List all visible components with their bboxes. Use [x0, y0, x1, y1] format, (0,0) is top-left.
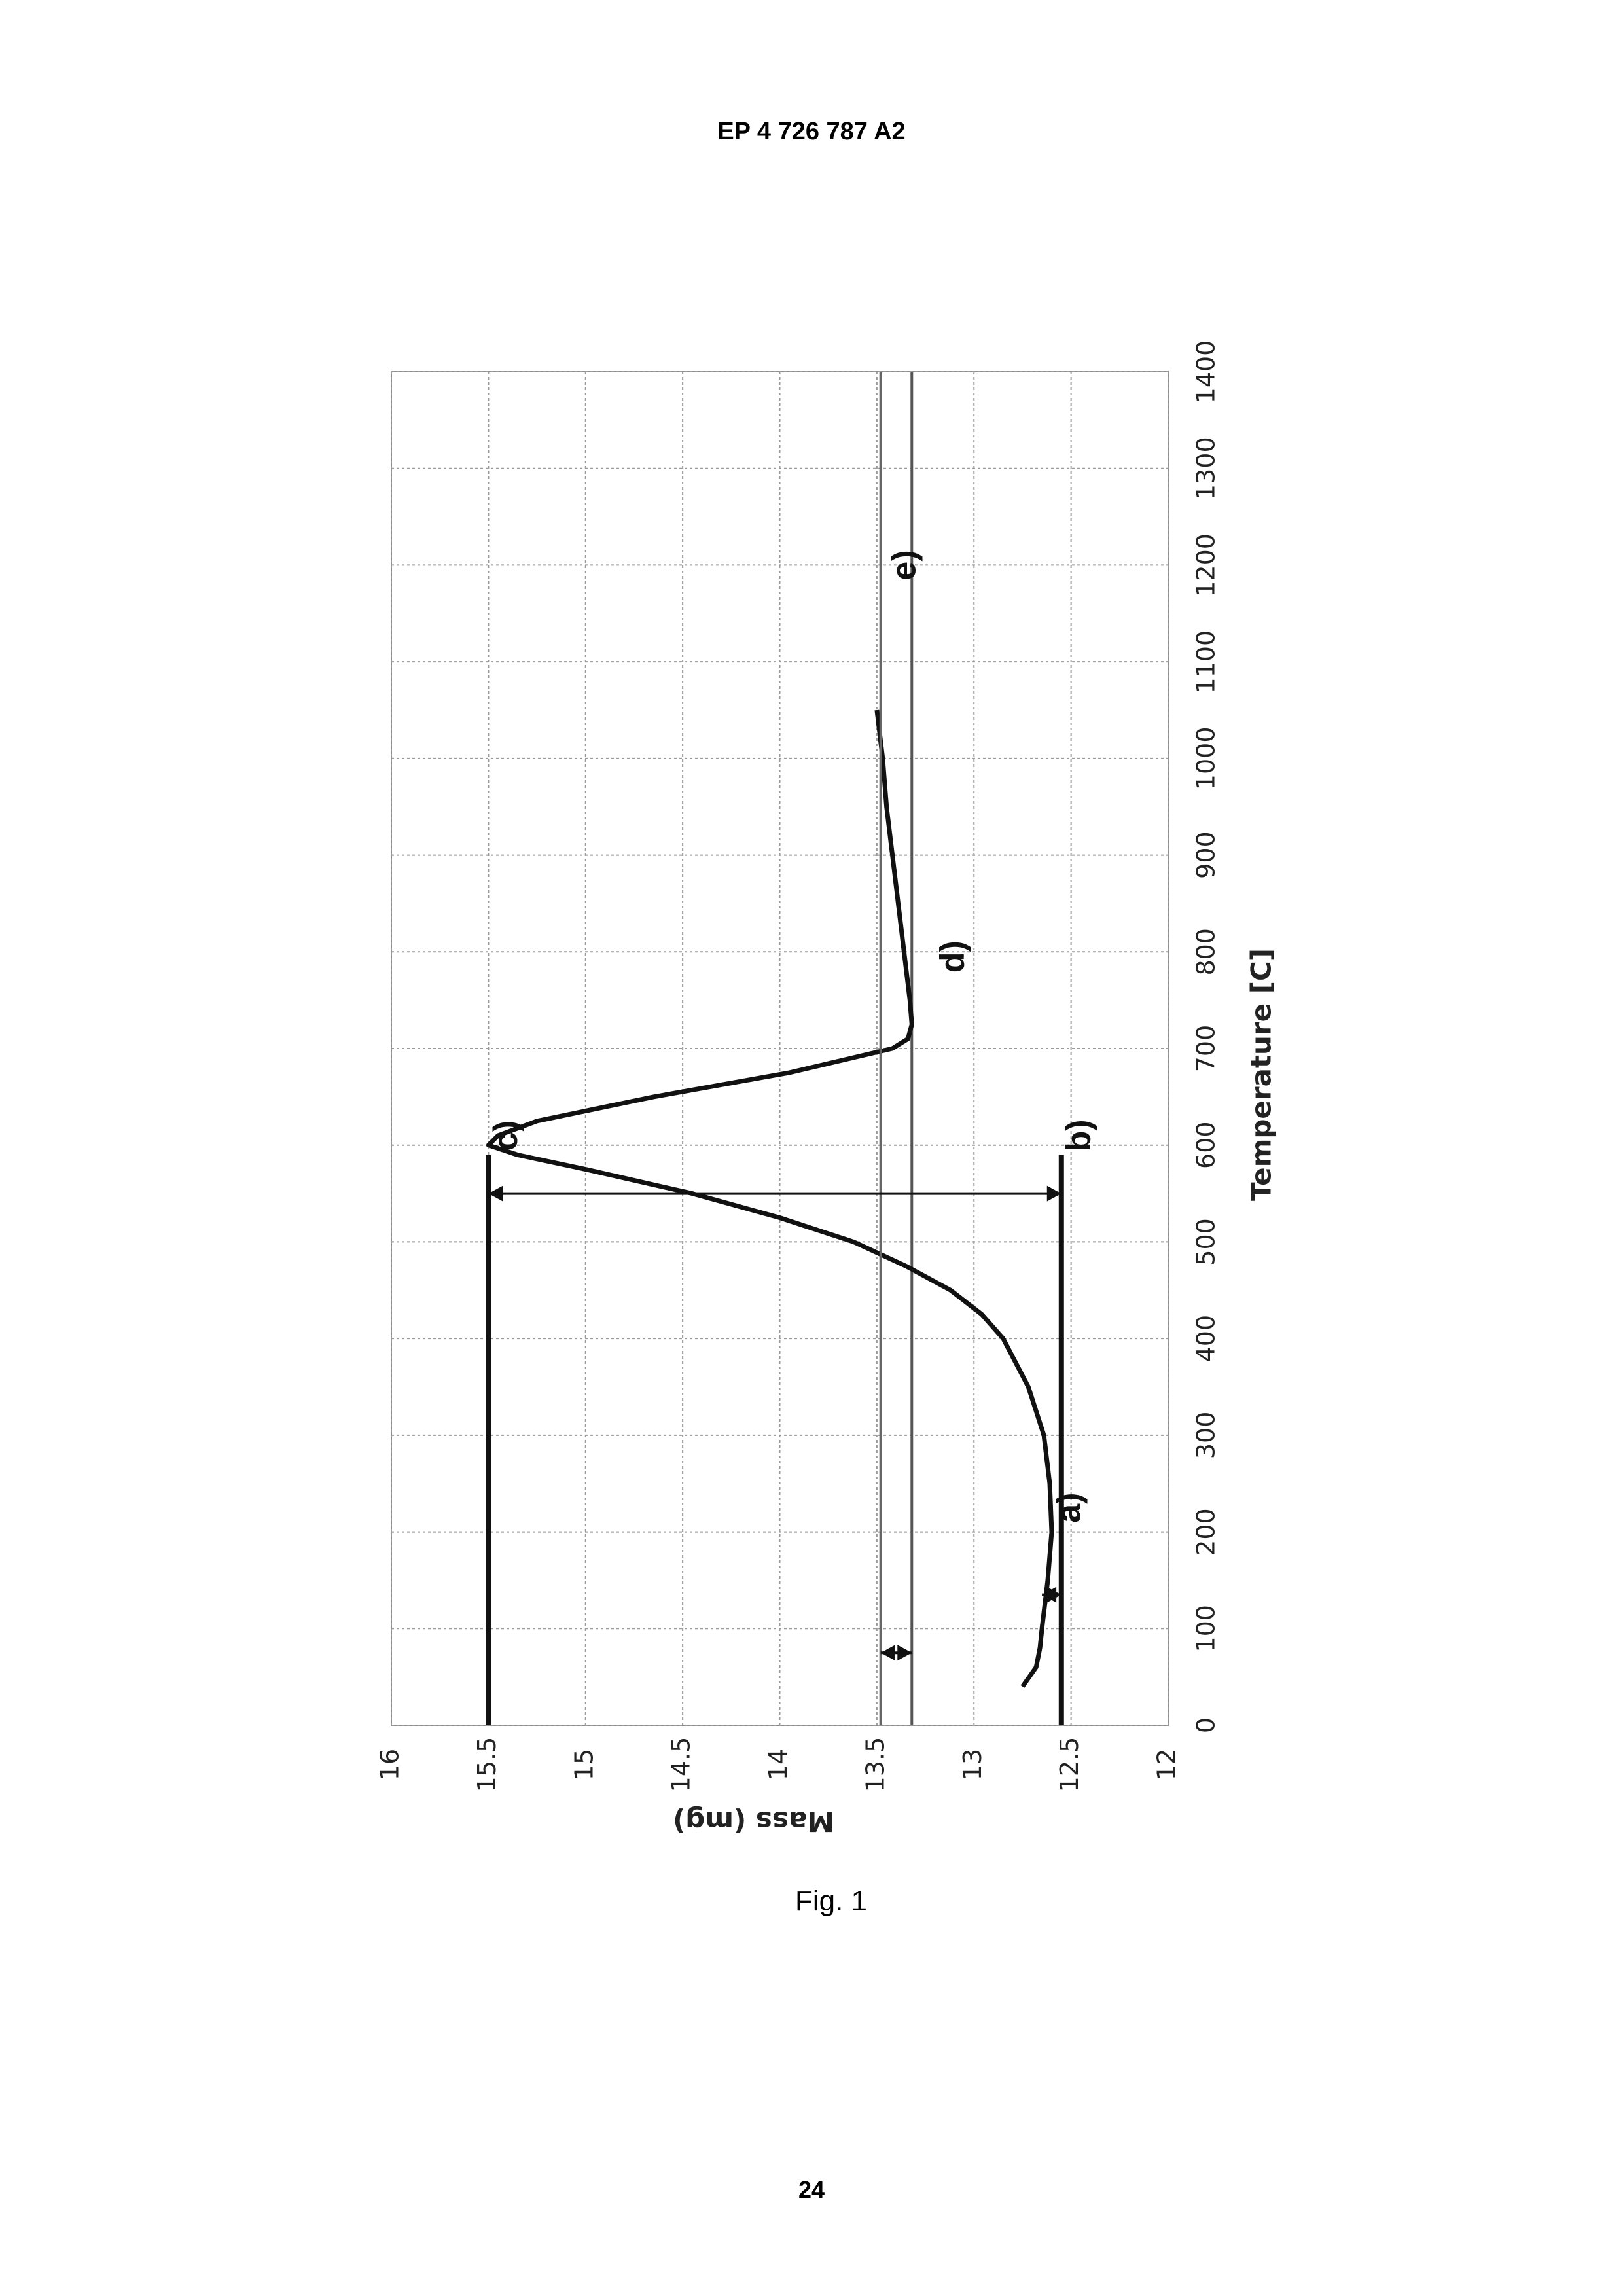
- y-axis-title: Mass (mg): [673, 1806, 834, 1838]
- tick-label-temperature: 1100: [1192, 630, 1221, 694]
- tick-label-mass: 16: [376, 1749, 404, 1780]
- arrow-head: [897, 1645, 912, 1661]
- annotation-labels: a) b) c) d) e): [487, 550, 1097, 1522]
- page-number: 24: [798, 2176, 825, 2203]
- tick-label-temperature: 800: [1192, 928, 1221, 976]
- tick-label-mass: 12.5: [1055, 1737, 1084, 1793]
- tick-label-temperature: 100: [1192, 1605, 1221, 1653]
- arrow-layer: [488, 1185, 1061, 1661]
- tick-label-temperature: 1200: [1192, 533, 1221, 597]
- tick-label-mass: 13: [958, 1749, 987, 1780]
- tick-label-temperature: 700: [1192, 1025, 1221, 1073]
- annotation-label: d): [934, 941, 972, 973]
- tick-labels: 0 100 200 300 400 500 600 700 800 900 1000 1100 1200…: [376, 340, 1221, 1793]
- tick-label-temperature: 200: [1192, 1508, 1221, 1556]
- mass-curve: [486, 709, 1054, 1688]
- arrow-head: [1046, 1587, 1061, 1603]
- arrow-head: [1046, 1185, 1061, 1202]
- tick-label-mass: 12: [1152, 1749, 1181, 1780]
- tick-label-mass: 13.5: [861, 1737, 889, 1793]
- tick-label-temperature: 0: [1192, 1717, 1221, 1733]
- tick-label-mass: 14: [764, 1749, 793, 1780]
- tick-label-mass: 14.5: [667, 1737, 696, 1793]
- document-header: EP 4 726 787 A2: [717, 118, 906, 145]
- grid-layer: [391, 371, 1169, 1726]
- tick-label-temperature: 900: [1192, 831, 1221, 879]
- series-layer: [486, 372, 1054, 1725]
- tick-label-temperature: 600: [1192, 1121, 1221, 1169]
- arrow-head: [880, 1645, 895, 1661]
- arrow-head: [488, 1185, 503, 1202]
- annotation-label: b): [1060, 1119, 1098, 1151]
- x-axis-title: Temperature [C]: [1245, 948, 1277, 1201]
- tick-label-temperature: 1000: [1192, 726, 1221, 790]
- annotation-label: e): [885, 550, 923, 580]
- tick-label-temperature: 300: [1192, 1412, 1221, 1460]
- tick-label-temperature: 1400: [1192, 340, 1221, 404]
- tick-label-temperature: 1300: [1192, 437, 1221, 500]
- annotation-label: c): [487, 1121, 525, 1151]
- tick-label-mass: 15.5: [473, 1737, 501, 1793]
- tick-label-temperature: 500: [1192, 1218, 1221, 1266]
- tick-label-mass: 15: [569, 1749, 598, 1780]
- figure-caption: Fig. 1: [794, 1885, 868, 1917]
- tick-label-temperature: 400: [1192, 1315, 1221, 1363]
- annotation-label: a): [1050, 1493, 1088, 1523]
